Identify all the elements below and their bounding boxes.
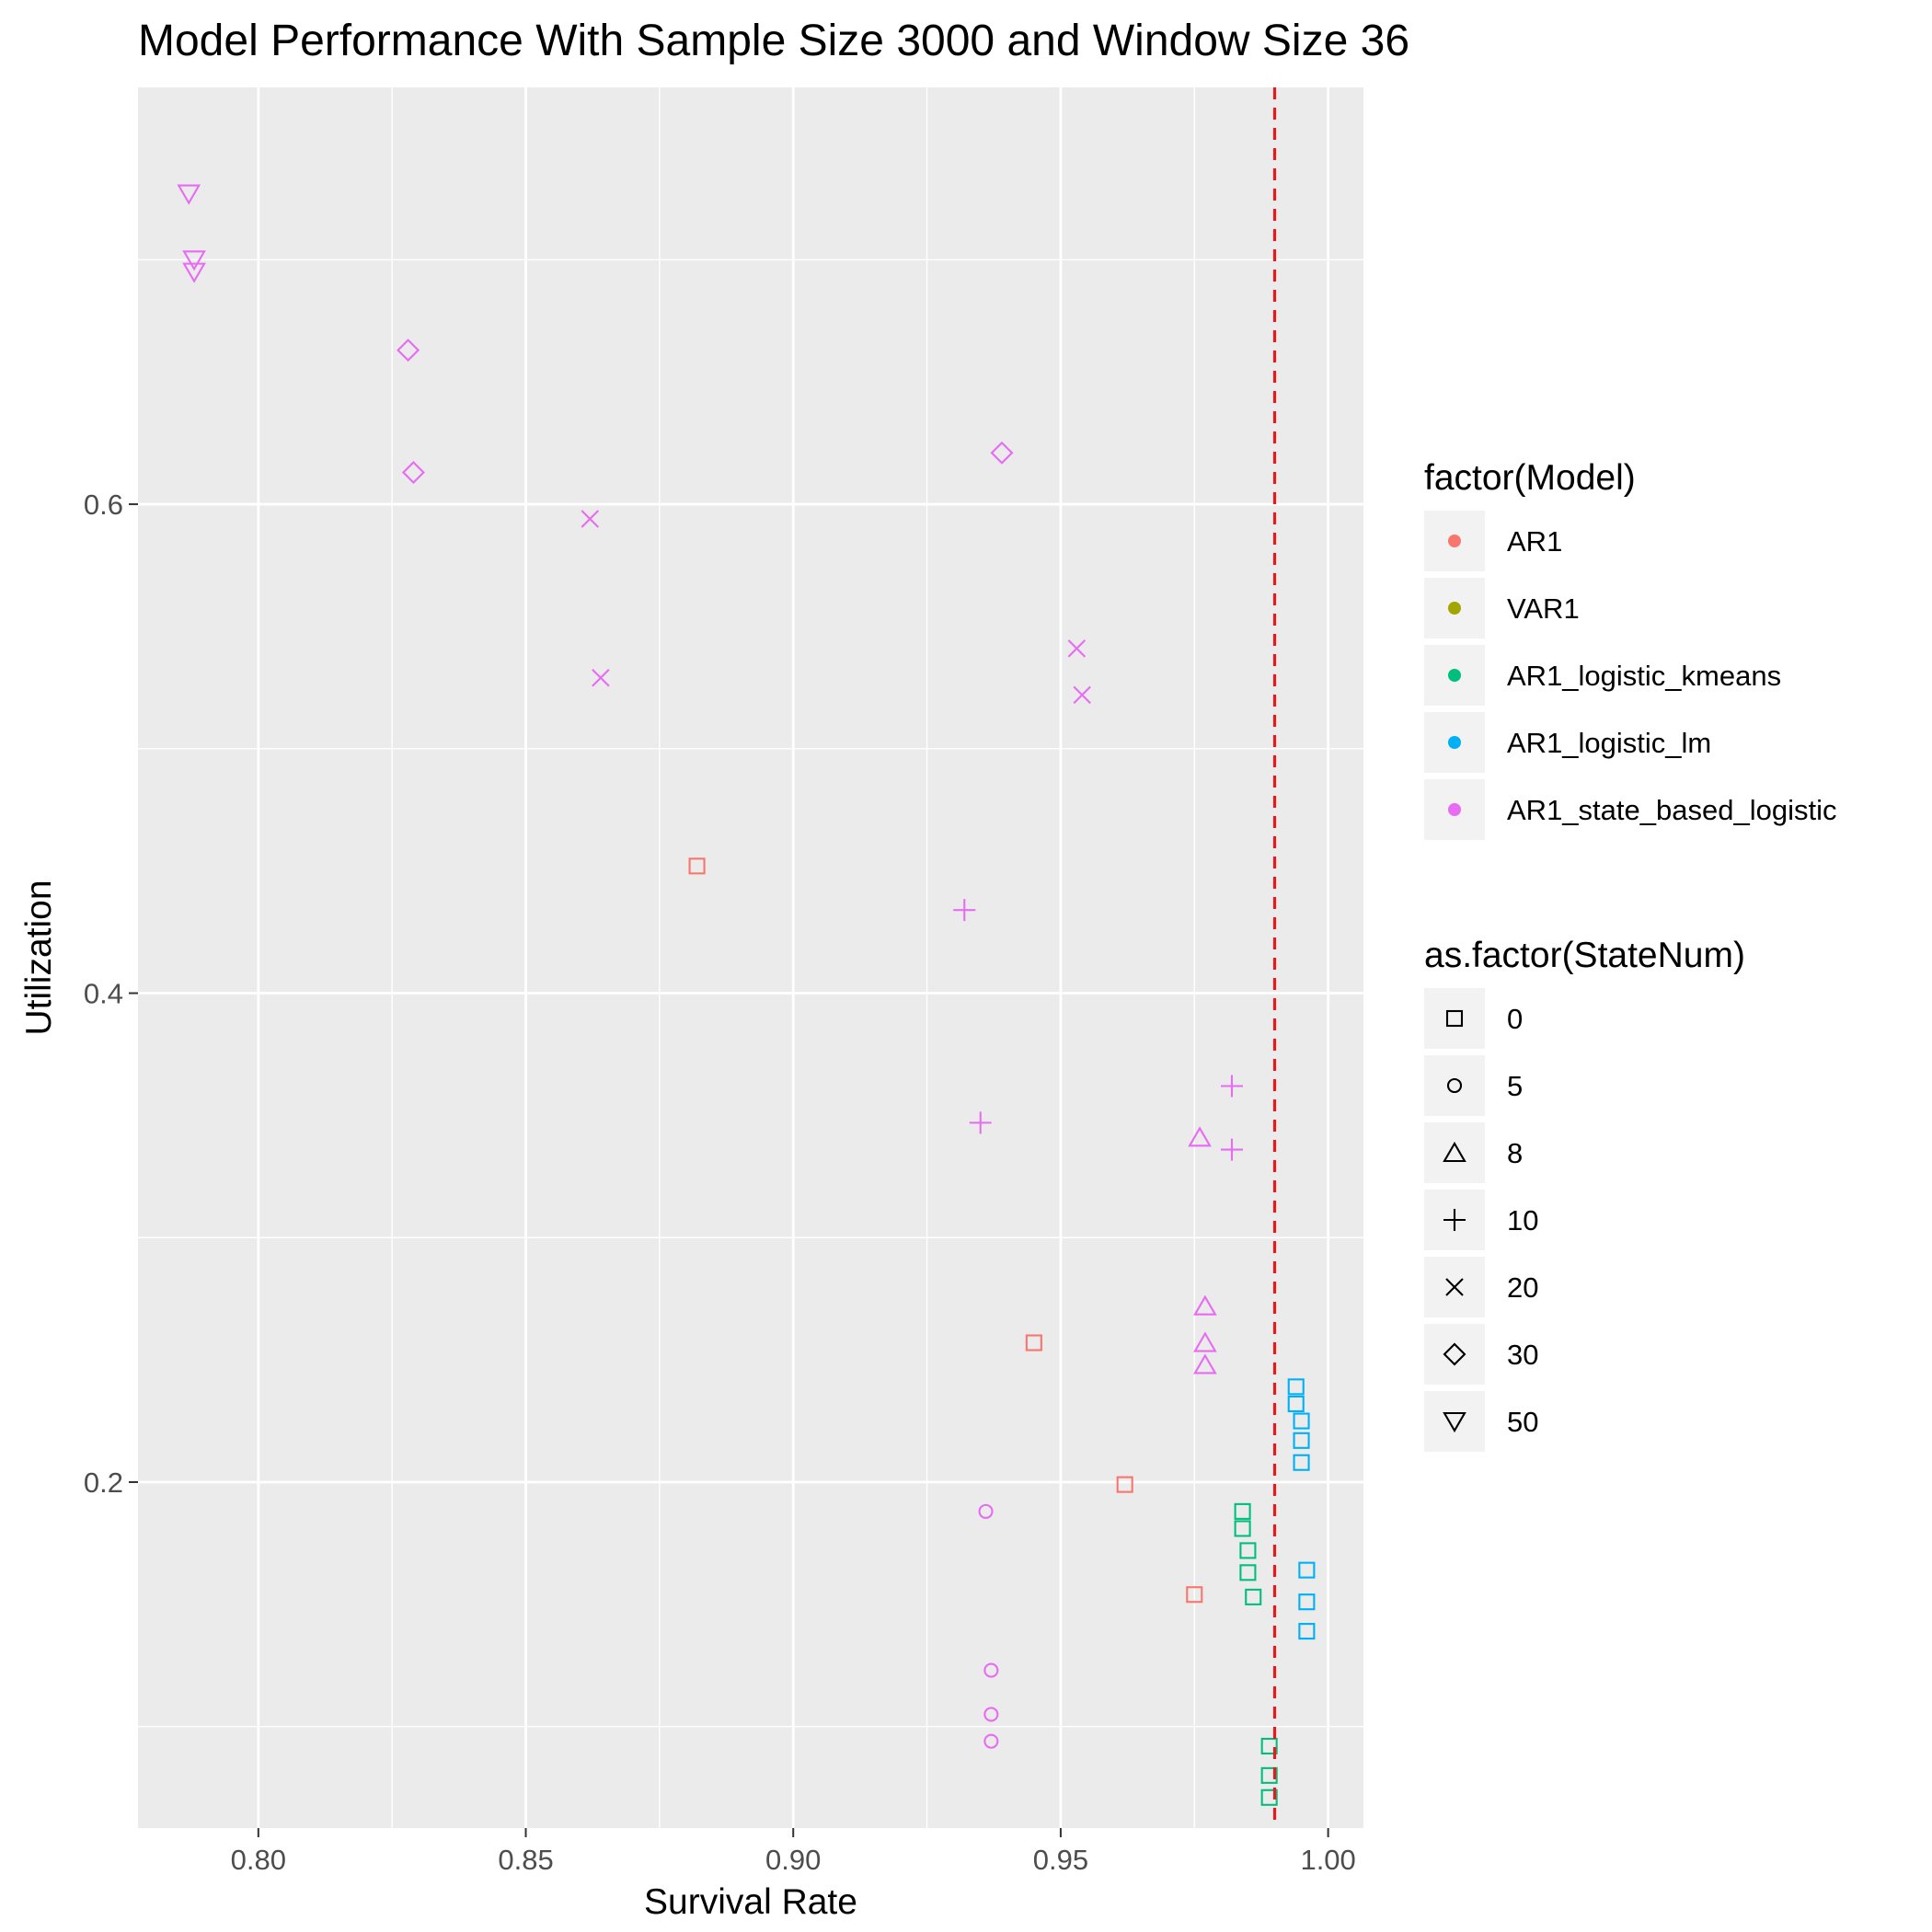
point-square <box>1260 1788 1278 1806</box>
point-diamond <box>401 461 425 485</box>
y-axis: 0.2 0.4 0.6 <box>84 489 138 1499</box>
legend-label: VAR1 <box>1507 592 1580 625</box>
x-tick-label: 0.95 <box>1033 1844 1088 1876</box>
point-square <box>1116 1476 1133 1493</box>
legend-key-dot <box>1448 803 1461 816</box>
legend-statenum-title: as.factor(StateNum) <box>1424 936 1745 975</box>
point-square <box>1239 1564 1257 1581</box>
x-tick-label: 0.90 <box>765 1844 821 1876</box>
legend-key-dot <box>1448 669 1461 682</box>
y-tick-label: 0.6 <box>84 489 123 521</box>
point-square <box>1025 1334 1042 1351</box>
point-triangle-down <box>177 184 201 205</box>
chart-title: Model Performance With Sample Size 3000 … <box>138 17 1409 65</box>
point-triangle <box>1193 1294 1217 1316</box>
legend-statenum-keys: 0 5 8 10 20 30 50 <box>1424 988 1538 1452</box>
legend-key <box>1424 1055 1485 1116</box>
legend-model-keys: AR1 VAR1 AR1_logistic_kmeans AR1_logistic_l… <box>1424 511 1836 840</box>
point-plus <box>1220 1138 1243 1161</box>
y-tick-label: 0.4 <box>84 978 123 1010</box>
point-triangle-down <box>182 262 206 283</box>
legend-statenum: as.factor(StateNum) 0 5 8 10 20 30 50 <box>1424 936 1745 1452</box>
legend-key-plus <box>1443 1209 1466 1231</box>
point-square <box>688 857 706 875</box>
data-points <box>177 184 1316 1806</box>
point-square <box>1293 1412 1310 1430</box>
point-triangle <box>1193 1331 1217 1352</box>
x-tick-label: 1.00 <box>1300 1844 1355 1876</box>
point-square <box>1245 1588 1262 1605</box>
point-circle <box>983 1662 999 1678</box>
point-triangle <box>1188 1126 1212 1147</box>
grid-major <box>138 87 1363 1828</box>
legend-key-dot <box>1448 602 1461 615</box>
legend-label: 8 <box>1507 1137 1523 1169</box>
legend-key <box>1424 1391 1485 1452</box>
legend-key-dot <box>1448 736 1461 749</box>
y-axis-title: Utilization <box>19 880 59 1035</box>
point-circle <box>978 1503 994 1519</box>
point-triangle <box>1193 1353 1217 1374</box>
grid-minor <box>138 87 1363 1828</box>
legend-key <box>1424 1122 1485 1183</box>
point-plus <box>1220 1075 1243 1098</box>
x-tick-label: 0.80 <box>231 1844 286 1876</box>
point-square <box>1260 1766 1278 1784</box>
x-axis-title: Survival Rate <box>644 1882 857 1922</box>
legend-label: 10 <box>1507 1204 1538 1236</box>
legend-key-triangle <box>1443 1141 1466 1163</box>
legend-model: factor(Model) AR1 VAR1 AR1_logistic_kmeans… <box>1424 458 1836 840</box>
legend-key-dot <box>1448 535 1461 547</box>
point-square <box>1186 1586 1203 1604</box>
legend-label: AR1_state_based_logistic <box>1507 794 1836 826</box>
point-cross <box>1073 685 1091 705</box>
legend-label: 0 <box>1507 1003 1523 1035</box>
legend-label: 30 <box>1507 1339 1538 1371</box>
y-tick-label: 0.2 <box>84 1466 123 1499</box>
point-circle <box>983 1733 999 1749</box>
legend-key <box>1424 988 1485 1049</box>
point-square <box>1287 1378 1305 1396</box>
legend-key <box>1424 1324 1485 1385</box>
legend-label: 20 <box>1507 1271 1538 1304</box>
point-square <box>1287 1395 1305 1413</box>
legend-key-triangle-down <box>1443 1411 1466 1433</box>
point-square <box>1298 1593 1316 1611</box>
legend-key-square <box>1445 1009 1464 1028</box>
point-square <box>1293 1454 1310 1471</box>
point-diamond <box>397 339 420 362</box>
legend-label: AR1_logistic_kmeans <box>1507 660 1781 692</box>
point-cross <box>1067 639 1087 658</box>
legend-key-diamond <box>1443 1342 1466 1366</box>
legend-label: 5 <box>1507 1070 1523 1102</box>
legend-label: 50 <box>1507 1406 1538 1438</box>
legend-key-cross <box>1445 1278 1464 1296</box>
point-square <box>1298 1561 1316 1579</box>
point-square <box>1239 1542 1257 1559</box>
point-square <box>1260 1737 1278 1755</box>
point-diamond <box>990 441 1014 465</box>
legend-label: AR1_logistic_lm <box>1507 727 1711 759</box>
point-triangle-down <box>182 250 206 271</box>
legend-model-title: factor(Model) <box>1424 458 1636 498</box>
point-square <box>1293 1432 1310 1449</box>
point-square <box>1234 1502 1251 1520</box>
point-circle <box>983 1707 999 1722</box>
point-plus <box>969 1111 992 1134</box>
legend-key-circle <box>1446 1077 1463 1094</box>
point-cross <box>592 668 610 687</box>
legend-label: AR1 <box>1507 525 1562 558</box>
point-plus <box>953 899 976 922</box>
plot-panel <box>138 87 1363 1828</box>
point-cross <box>581 510 600 528</box>
x-tick-label: 0.85 <box>498 1844 553 1876</box>
point-square <box>1234 1520 1251 1537</box>
point-square <box>1298 1623 1316 1640</box>
x-axis: 0.80 0.85 0.90 0.95 1.00 <box>231 1828 1356 1876</box>
